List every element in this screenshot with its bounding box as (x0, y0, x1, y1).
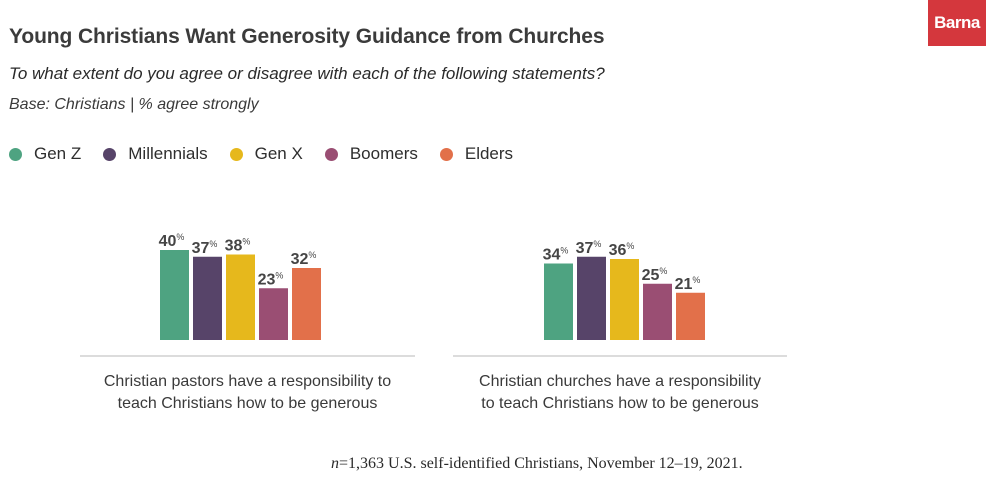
data-label-boomers-1: 23% (258, 270, 284, 288)
percent-sign: % (209, 239, 217, 249)
legend-item-boomers: Boomers (324, 144, 418, 164)
percent-sign: % (560, 246, 568, 256)
percent-sign: % (692, 275, 700, 285)
legend-item-gen-z: Gen Z (9, 144, 81, 164)
bar-boomers-2 (643, 283, 672, 340)
category-label-1-line-2: teach Christians how to be generous (118, 395, 378, 412)
data-label-gen-x-2: 36% (609, 241, 635, 259)
footnote-text: =1,363 U.S. self-identified Christians, … (339, 455, 743, 472)
bar-chart: 40% 37% 38% 23% 32% Christian pastors have a … (80, 232, 787, 412)
legend-label-millennials: Millennials (128, 144, 208, 163)
bar-gen-x-2 (610, 259, 639, 340)
footnote-n-symbol: n (331, 455, 339, 472)
category-label-2-line-2: to teach Christians how to be generous (481, 395, 759, 412)
data-label-gen-z-2: 34% (543, 246, 569, 264)
bar-gen-x-1 (226, 254, 255, 340)
chart-title: Young Christians Want Generosity Guidanc… (9, 25, 605, 48)
legend-item-elders: Elders (439, 144, 514, 164)
legend-dot-gen-z (9, 147, 22, 161)
legend-dot-boomers (324, 147, 338, 161)
bar-boomers-1 (259, 288, 288, 340)
footnote: n=1,363 U.S. self-identified Christians,… (331, 455, 743, 473)
legend-label-gen-z: Gen Z (34, 144, 82, 163)
data-label-gen-x-1: 38% (225, 237, 251, 255)
data-label-elders-1: 32% (291, 250, 317, 268)
legend-label-gen-x: Gen X (254, 144, 303, 163)
chart-base-note: Base: Christians | % agree strongly (9, 96, 259, 113)
bar-group-1: 40% 37% 38% 23% 32% (159, 232, 321, 340)
bar-gen-z-1 (160, 250, 189, 340)
chart-legend: Gen Z Millennials Gen X Boomers Elders (9, 144, 535, 164)
chart-subtitle: To what extent do you agree or disagree … (9, 64, 605, 83)
data-label-elders-2: 21% (675, 275, 701, 293)
legend-item-millennials: Millennials (103, 144, 208, 164)
bar-millennials-2 (577, 256, 606, 340)
legend-dot-elders (439, 147, 453, 161)
bar-millennials-1 (193, 256, 222, 340)
data-label-millennials-2: 37% (576, 239, 602, 257)
percent-sign: % (275, 270, 283, 280)
category-label-1-line-1: Christian pastors have a responsibility … (104, 373, 391, 390)
bar-gen-z-2 (544, 263, 573, 340)
percent-sign: % (659, 266, 667, 276)
legend-dot-gen-x (229, 147, 243, 161)
bar-elders-2 (676, 292, 705, 340)
bar-elders-1 (292, 268, 321, 340)
percent-sign: % (626, 241, 634, 251)
bar-group-2: 34% 37% 36% 25% 21% (543, 239, 705, 340)
percent-sign: % (242, 237, 250, 247)
legend-item-gen-x: Gen X (229, 144, 303, 164)
category-label-2-line-1: Christian churches have a responsibility (479, 373, 761, 390)
legend-dot-millennials (103, 147, 117, 161)
data-label-millennials-1: 37% (192, 239, 218, 257)
percent-sign: % (308, 250, 316, 260)
percent-sign: % (593, 239, 601, 249)
percent-sign: % (176, 232, 184, 242)
data-label-boomers-2: 25% (642, 266, 668, 284)
data-label-gen-z-1: 40% (159, 232, 185, 250)
legend-label-boomers: Boomers (349, 144, 418, 163)
barna-logo: Barna (928, 0, 986, 46)
legend-label-elders: Elders (464, 144, 514, 163)
